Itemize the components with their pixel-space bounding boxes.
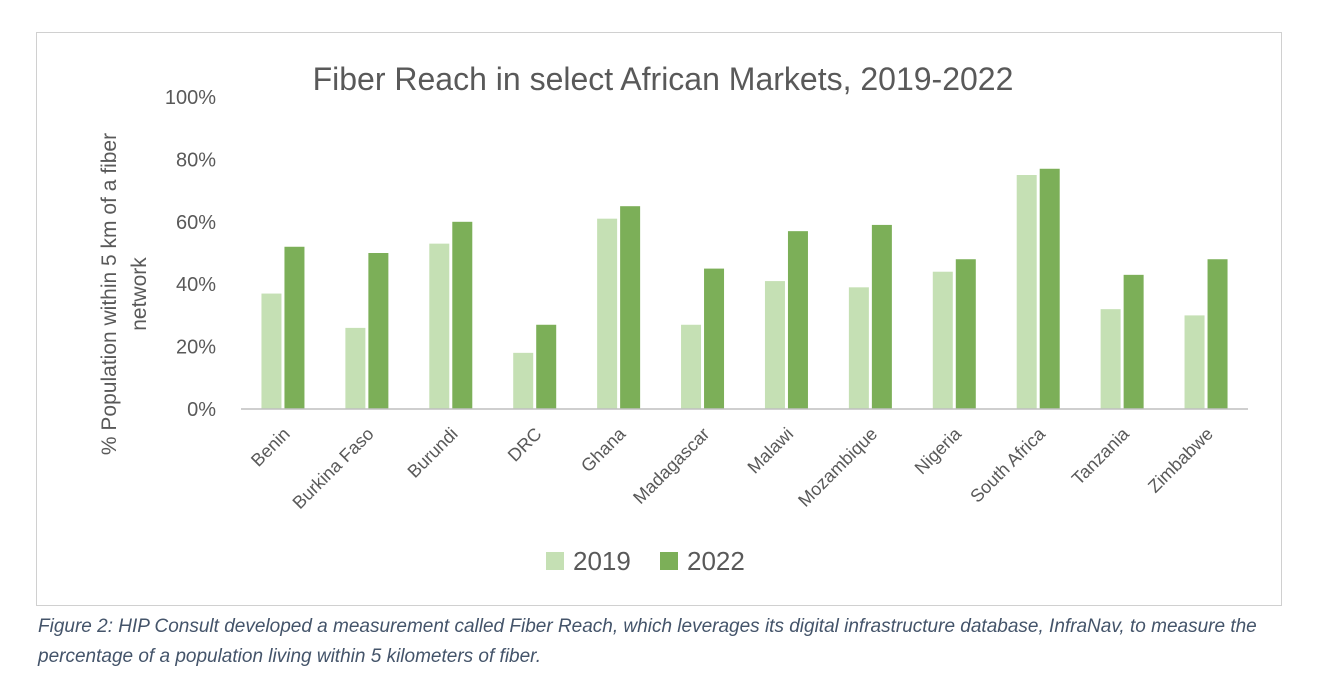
y-tick-label: 40% — [176, 274, 216, 296]
bar-2022-benin — [284, 246, 305, 409]
legend-swatch-2022 — [660, 552, 678, 570]
bar-2019-burundi — [429, 243, 450, 409]
bar-2019-tanzania — [1100, 309, 1121, 409]
bar-2019-nigeria — [932, 271, 953, 409]
y-tick-label: 20% — [176, 337, 216, 359]
x-tick-label: Ghana — [577, 423, 630, 476]
y-tick-label: 100% — [165, 87, 216, 109]
y-tick-label: 0% — [187, 399, 216, 421]
bar-2022-drc — [536, 324, 557, 409]
bar-2022-south-africa — [1039, 168, 1060, 409]
x-tick-label: Burkina Faso — [289, 424, 378, 513]
legend-label-2019: 2019 — [573, 546, 631, 576]
y-tick-label: 60% — [176, 212, 216, 234]
chart-title: Fiber Reach in select African Markets, 2… — [313, 61, 1014, 97]
x-tick-label: Malawi — [744, 424, 798, 478]
bar-2019-burkina-faso — [345, 327, 366, 409]
bar-2022-malawi — [787, 231, 808, 409]
x-tick-label: Burundi — [404, 424, 462, 482]
bar-2022-madagascar — [704, 268, 725, 409]
bar-chart: Fiber Reach in select African Markets, 2… — [98, 61, 1248, 576]
bar-2022-mozambique — [871, 224, 892, 409]
bars — [261, 168, 1228, 409]
bar-2022-burundi — [452, 221, 473, 409]
bar-2019-mozambique — [848, 287, 869, 409]
y-axis-label: % Population within 5 km of a fiber netw… — [98, 133, 151, 455]
y-axis-label-line-2: network — [128, 257, 151, 331]
y-axis-ticks: 0% 20% 40% 60% 80% 100% — [165, 87, 216, 421]
legend-label-2022: 2022 — [687, 546, 745, 576]
chart-frame — [36, 32, 1282, 606]
bar-2019-benin — [261, 293, 282, 409]
figure-caption: Figure 2: HIP Consult developed a measur… — [38, 616, 1257, 667]
bar-2019-zimbabwe — [1184, 315, 1205, 409]
bar-2019-south-africa — [1016, 175, 1037, 409]
legend-swatch-2019 — [546, 552, 564, 570]
bar-2022-ghana — [620, 206, 641, 409]
y-tick-label: 80% — [176, 149, 216, 171]
x-tick-label: Tanzania — [1068, 423, 1134, 489]
bar-2019-drc — [513, 352, 534, 409]
legend: 2019 2022 — [546, 546, 745, 576]
x-tick-label: Benin — [247, 424, 294, 471]
bar-2022-zimbabwe — [1207, 259, 1228, 409]
bar-2022-tanzania — [1123, 274, 1144, 409]
bar-2019-malawi — [764, 281, 785, 409]
x-tick-label: Madagascar — [629, 424, 713, 508]
x-tick-label: Nigeria — [911, 423, 966, 478]
bar-2019-ghana — [597, 218, 618, 409]
bar-2022-burkina-faso — [368, 253, 389, 409]
bar-2019-madagascar — [681, 324, 702, 409]
y-axis-label-line-1: % Population within 5 km of a fiber — [98, 133, 121, 455]
x-tick-label: DRC — [504, 424, 546, 466]
bar-2022-nigeria — [955, 259, 976, 409]
x-tick-label: Mozambique — [794, 424, 881, 511]
x-tick-label: Zimbabwe — [1144, 424, 1217, 497]
x-tick-label: South Africa — [966, 423, 1049, 506]
